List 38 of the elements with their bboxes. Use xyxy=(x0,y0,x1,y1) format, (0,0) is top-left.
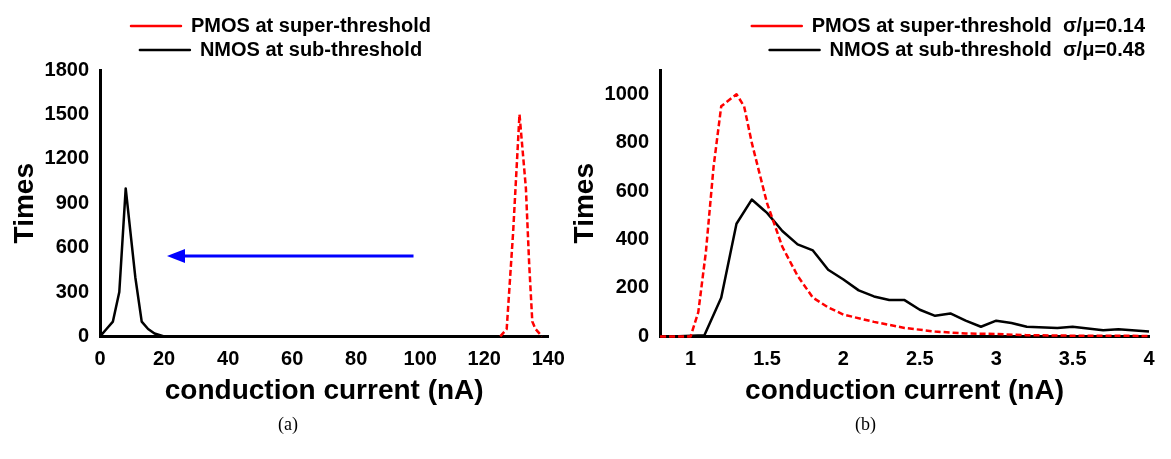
x-axis-title: conduction current (nA) xyxy=(164,373,484,405)
legend-label: PMOS at super-threshold σ/μ=0.14 xyxy=(811,13,1146,36)
y-tick-label: 1800 xyxy=(44,57,90,80)
y-tick-label: 600 xyxy=(615,178,650,201)
y-tick-label: 0 xyxy=(77,323,90,346)
x-tick-label: 100 xyxy=(403,346,437,369)
legend-label: PMOS at super-threshold xyxy=(190,13,432,36)
x-tick-label: 140 xyxy=(531,346,565,369)
x-tick-label: 2.5 xyxy=(905,346,934,369)
x-tick-label: 2 xyxy=(837,346,849,369)
x-tick-label: 40 xyxy=(217,346,240,369)
x-tick-label: 3 xyxy=(990,346,1002,369)
x-tick-label: 60 xyxy=(281,346,304,369)
x-tick-label: 4 xyxy=(1143,346,1156,369)
text: (a) xyxy=(277,414,299,435)
y-tick-label: 300 xyxy=(55,279,90,302)
y-tick-label: 200 xyxy=(615,275,650,298)
y-tick-label: 0 xyxy=(637,323,650,346)
y-tick-label: 900 xyxy=(55,190,90,213)
y-tick-label: 1200 xyxy=(44,146,90,169)
x-tick-label: 0 xyxy=(94,346,106,369)
x-axis-title: conduction current (nA) xyxy=(745,373,1064,405)
y-tick-label: 800 xyxy=(615,130,650,153)
y-tick-label: 600 xyxy=(55,235,90,258)
x-tick-label: 120 xyxy=(467,346,501,369)
x-tick-label: 1 xyxy=(685,346,697,369)
x-tick-label: 1.5 xyxy=(753,346,781,369)
y-tick-label: 1500 xyxy=(44,101,90,124)
legend-label: NMOS at sub-threshold xyxy=(199,37,423,60)
x-tick-label: 20 xyxy=(153,346,176,369)
x-tick-label: 80 xyxy=(345,346,368,369)
y-tick-label: 1000 xyxy=(604,81,650,104)
text: (b) xyxy=(854,414,877,435)
x-tick-label: 3.5 xyxy=(1058,346,1087,369)
legend-label: NMOS at sub-threshold σ/μ=0.48 xyxy=(829,37,1145,60)
y-axis-title: Times xyxy=(7,162,39,244)
y-tick-label: 400 xyxy=(615,227,650,250)
y-axis-title: Times xyxy=(567,162,599,244)
